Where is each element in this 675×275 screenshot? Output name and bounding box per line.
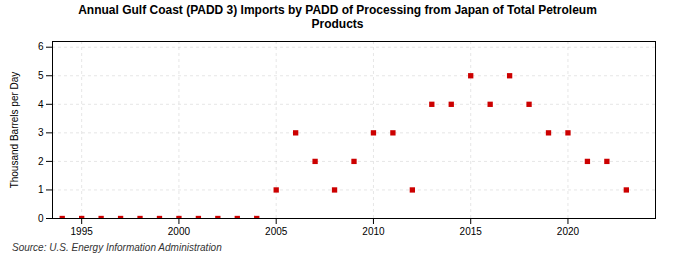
svg-text:2000: 2000 <box>168 226 191 237</box>
html-text:Source: U.S. Energy Informatio: Source: U.S. Energy Information Administ… <box>12 242 222 253</box>
svg-text:Thousand Barrels per Day: Thousand Barrels per Day <box>9 72 20 189</box>
svg-text:3: 3 <box>38 127 44 138</box>
svg-text:0: 0 <box>38 213 44 224</box>
svg-text:2010: 2010 <box>362 226 385 237</box>
svg-text:2: 2 <box>38 156 44 167</box>
svg-text:2015: 2015 <box>460 226 483 237</box>
svg-text:1: 1 <box>38 184 44 195</box>
svg-text:5: 5 <box>38 70 44 81</box>
svg-text:1995: 1995 <box>71 226 94 237</box>
svg-text:6: 6 <box>38 41 44 52</box>
svg-text:2005: 2005 <box>265 226 288 237</box>
html-text:Annual Gulf Coast (PADD 3) Imp: Annual Gulf Coast (PADD 3) Imports by PA… <box>78 3 597 31</box>
svg-text:2020: 2020 <box>557 226 580 237</box>
svg-text:4: 4 <box>38 99 44 110</box>
